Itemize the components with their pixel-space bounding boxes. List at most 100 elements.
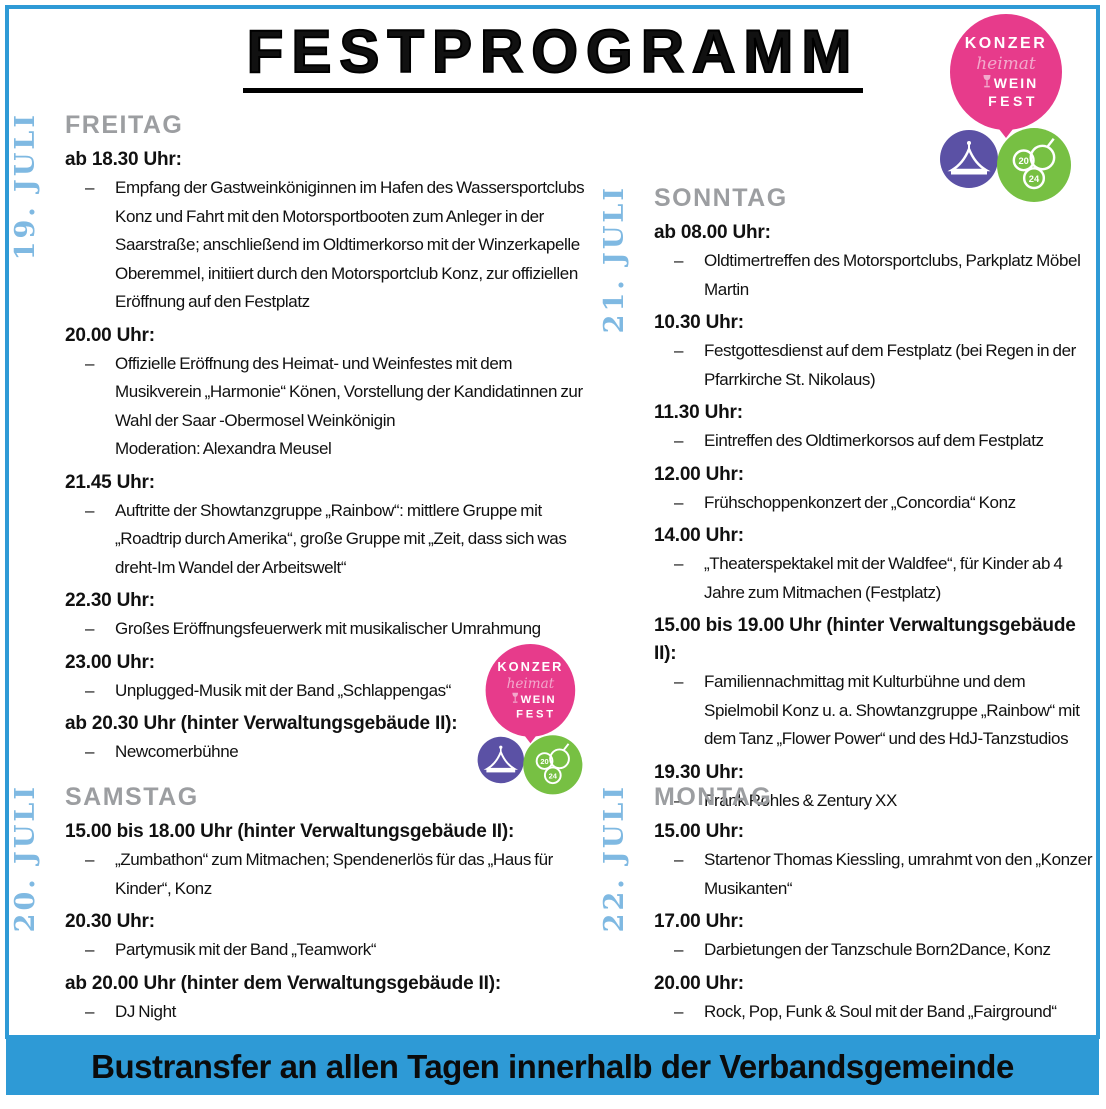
logo-text-fest: FEST <box>516 707 556 720</box>
time-header: 14.00 Uhr: <box>654 525 744 546</box>
fest-logo-mid-page: KONZER heimat WEIN FEST 20 24 <box>468 644 584 804</box>
day-content-freitag: FREITAG ab 18.30 Uhr: – Empfang der Gastwei… <box>65 110 590 767</box>
dash-bullet: – <box>85 619 95 638</box>
logo-text-wein-label: WEIN <box>520 692 557 706</box>
day-header-sonntag: SONNTAG <box>654 184 788 212</box>
event-item: – Auftritte der Showtanzgruppe „Rainbow“:… <box>65 497 590 583</box>
event-text: DJ Night <box>115 1001 176 1021</box>
dash-bullet: – <box>674 850 684 869</box>
event-text: „Theaterspektakel mit der Waldfee“, für … <box>704 554 1063 602</box>
event-text: „Zumbathon“ zum Mitmachen; Spendenerlös … <box>115 850 553 898</box>
dash-bullet: – <box>85 850 95 869</box>
time-header: 11.30 Uhr: <box>654 402 743 423</box>
dash-bullet: – <box>85 353 95 373</box>
event-text: Startenor Thomas Kiessling, umrahmt von … <box>704 850 1093 898</box>
bus-transfer-banner: Bustransfer an allen Tagen innerhalb der… <box>6 1039 1099 1095</box>
logo-text-konzer: KONZER <box>964 35 1048 52</box>
time-header: ab 20.30 Uhr (hinter Verwaltungsgebäude … <box>65 713 458 734</box>
event-note: Moderation: Alexandra Meusel <box>115 439 332 458</box>
event-item: – Großes Eröffnungsfeuerwerk mit musikali… <box>65 615 590 644</box>
time-header: ab 20.00 Uhr (hinter dem Verwaltungsgebä… <box>65 972 501 994</box>
dash-bullet: – <box>85 940 95 959</box>
logo-text-wein: WEIN <box>505 692 557 706</box>
tent-circle <box>940 130 998 188</box>
event-item: – Festgottesdienst auf dem Festplatz (bei… <box>654 337 1099 394</box>
banner-text: Bustransfer an allen Tagen innerhalb der… <box>91 1048 1014 1085</box>
dash-bullet: – <box>674 790 684 810</box>
event-item: – Rock, Pop, Funk & Soul mit der Band „Fa… <box>654 998 1099 1027</box>
time-header: 15.00 bis 18.00 Uhr (hinter Verwaltungsg… <box>65 821 515 842</box>
dash-bullet: – <box>674 492 684 512</box>
logo-text-heimat: heimat <box>976 54 1036 74</box>
dash-bullet: – <box>674 431 684 450</box>
day-content-sonntag: SONNTAG ab 08.00 Uhr: – Oldtimertreffen des… <box>654 183 1099 815</box>
event-item: – Unplugged-Musik mit der Band „Schlappen… <box>65 677 590 706</box>
svg-text:20: 20 <box>1018 156 1028 166</box>
dash-bullet: – <box>85 178 95 197</box>
event-item: – Startenor Thomas Kiessling, umrahmt von… <box>654 846 1099 903</box>
dash-bullet: – <box>674 940 684 959</box>
time-header: 19.30 Uhr: <box>654 761 744 783</box>
dash-bullet: – <box>85 1001 95 1021</box>
time-header: 20.00 Uhr: <box>65 324 155 346</box>
event-item: – Newcomerbühne <box>65 738 590 767</box>
event-text: Frank Rohles & Zentury XX <box>704 790 897 810</box>
page-title: FESTPROGRAMM <box>242 19 864 93</box>
svg-text:24: 24 <box>549 771 558 780</box>
day-header-samstag: SAMSTAG <box>65 783 199 811</box>
section-sonntag: 21. JULI SONNTAG ab 08.00 Uhr: – Oldtimertre… <box>597 183 1099 815</box>
day-header-montag: MONTAG <box>654 783 773 811</box>
event-text: Rock, Pop, Funk & Soul mit der Band „Fai… <box>704 1001 1057 1021</box>
title-area: FESTPROGRAMM <box>0 19 1106 93</box>
wine-glass-icon <box>982 74 992 92</box>
time-header: 10.30 Uhr: <box>654 312 744 333</box>
date-label-montag: 22. JULI <box>599 784 630 933</box>
logo-text-wein: WEIN <box>974 74 1039 92</box>
dash-bullet: – <box>674 251 684 270</box>
tent-circle <box>477 736 524 784</box>
event-item: – Eintreffen des Oldtimerkorsos auf dem F… <box>654 427 1099 456</box>
dash-bullet: – <box>85 742 95 761</box>
event-text: Offizielle Eröffnung des Heimat- und Wei… <box>115 353 583 430</box>
event-text: Festgottesdienst auf dem Festplatz (bei … <box>704 341 1076 389</box>
event-item: – Familiennachmittag mit Kulturbühne und … <box>654 668 1099 754</box>
wine-glass-icon <box>511 692 519 706</box>
section-montag: 22. JULI MONTAG 15.00 Uhr: – Startenor Thoma… <box>597 782 1099 1026</box>
event-item: – Frank Rohles & Zentury XX <box>654 787 1099 816</box>
dash-bullet: – <box>674 672 684 691</box>
time-header: 20.00 Uhr: <box>654 972 744 994</box>
dash-bullet: – <box>674 554 684 573</box>
event-text: Großes Eröffnungsfeuerwerk mit musikalis… <box>115 619 541 638</box>
section-freitag: 19. JULI FREITAG ab 18.30 Uhr: – Empfang der… <box>8 110 590 767</box>
date-gutter-montag: 22. JULI <box>597 782 654 1026</box>
dash-bullet: – <box>674 1001 684 1021</box>
event-item: – Empfang der Gastweinköniginnen im Hafen… <box>65 174 590 317</box>
logo-balloon: KONZER heimat WEIN FEST <box>485 644 576 737</box>
time-header: 22.30 Uhr: <box>65 590 155 611</box>
event-item: – DJ Night <box>65 998 590 1027</box>
logo-text-fest: FEST <box>988 93 1038 109</box>
day-content-samstag: SAMSTAG 15.00 bis 18.00 Uhr (hinter Verwa… <box>65 782 590 1026</box>
time-header: ab 18.30 Uhr: <box>65 149 182 170</box>
event-item: – Frühschoppenkonzert der „Concordia“ Kon… <box>654 489 1099 518</box>
time-header: 12.00 Uhr: <box>654 463 744 485</box>
event-text: Eintreffen des Oldtimerkorsos auf dem Fe… <box>704 431 1044 450</box>
date-gutter-sonntag: 21. JULI <box>597 183 654 815</box>
time-header: 17.00 Uhr: <box>654 911 744 932</box>
event-text: Oldtimertreffen des Motorsportclubs, Par… <box>704 251 1081 299</box>
date-gutter-freitag: 19. JULI <box>8 110 65 767</box>
event-text: Empfang der Gastweinköniginnen im Hafen … <box>115 178 585 311</box>
time-header: 21.45 Uhr: <box>65 471 155 493</box>
day-header-freitag: FREITAG <box>65 111 184 139</box>
date-gutter-samstag: 20. JULI <box>8 782 65 1026</box>
time-header: 20.30 Uhr: <box>65 911 155 932</box>
dash-bullet: – <box>85 680 95 700</box>
event-text: Unplugged-Musik mit der Band „Schlappeng… <box>115 680 451 700</box>
fest-logo-top-right: KONZER heimat WEIN FEST 20 24 <box>928 14 1073 214</box>
event-item: – Oldtimertreffen des Motorsportclubs, Pa… <box>654 247 1099 304</box>
grapes-circle: 20 24 <box>997 128 1071 202</box>
svg-text:20: 20 <box>540 757 548 766</box>
svg-text:24: 24 <box>1029 174 1040 184</box>
